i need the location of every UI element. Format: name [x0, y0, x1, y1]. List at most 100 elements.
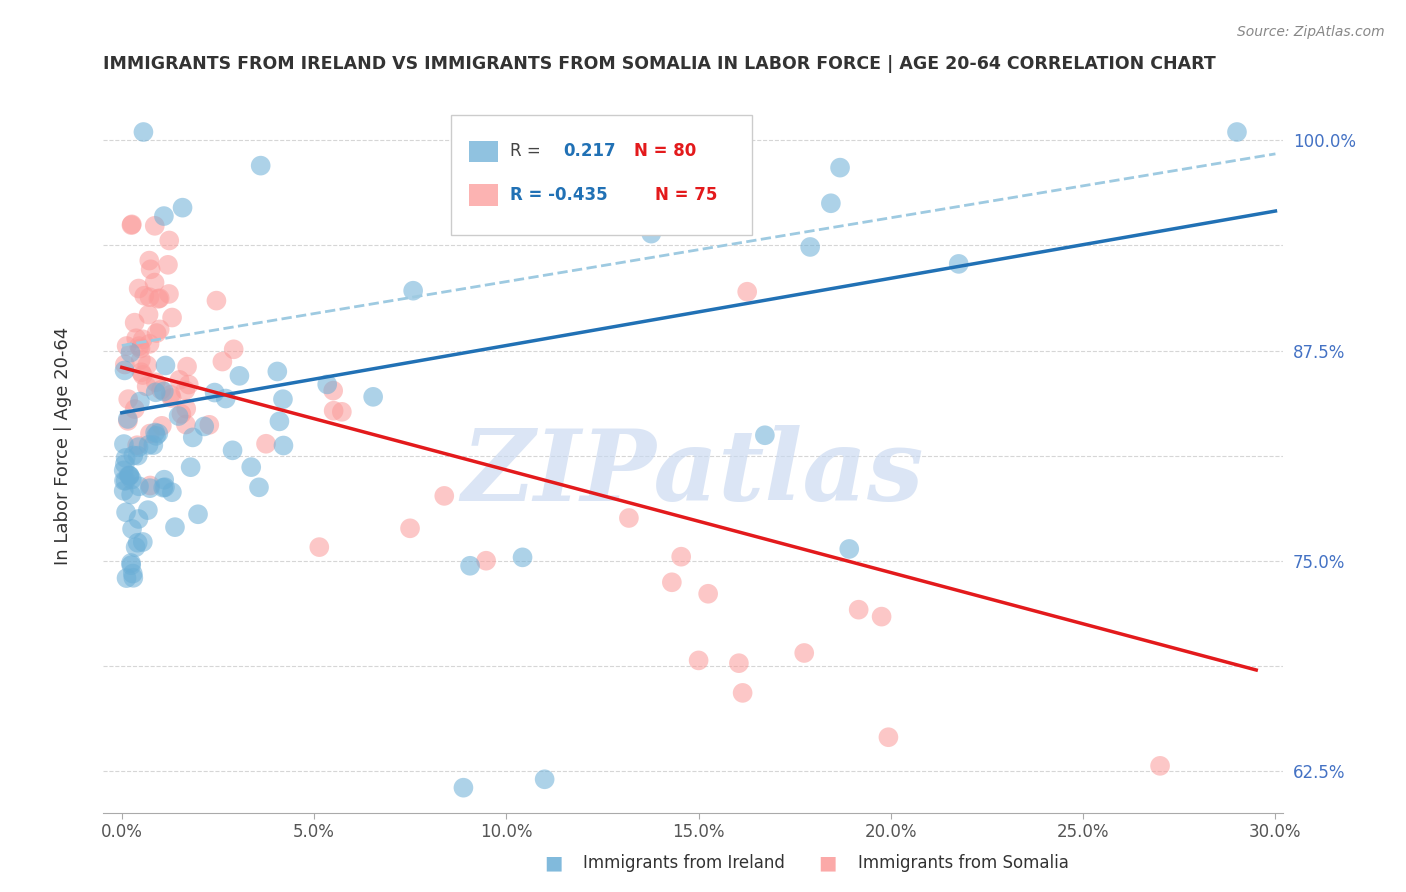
Point — [205, 293, 228, 308]
Point — [247, 480, 270, 494]
Point — [533, 772, 555, 787]
Point — [153, 209, 176, 223]
Point — [453, 780, 475, 795]
Point — [127, 449, 149, 463]
Point — [221, 443, 243, 458]
Point — [124, 316, 146, 330]
Point — [129, 342, 152, 356]
Point — [145, 326, 167, 340]
Point — [120, 218, 142, 232]
Point — [877, 730, 900, 744]
Point — [948, 257, 970, 271]
Point — [167, 409, 190, 423]
Point — [266, 364, 288, 378]
Point — [211, 354, 233, 368]
Point — [160, 310, 183, 325]
Point — [152, 481, 174, 495]
Point — [793, 646, 815, 660]
Point — [120, 487, 142, 501]
Point — [121, 218, 143, 232]
Point — [120, 556, 142, 570]
Point — [120, 558, 142, 573]
Point — [316, 377, 339, 392]
Point — [271, 392, 294, 407]
Point — [399, 521, 422, 535]
Text: In Labor Force | Age 20-64: In Labor Force | Age 20-64 — [55, 326, 72, 566]
Point — [138, 253, 160, 268]
Point — [156, 258, 179, 272]
Point — [129, 394, 152, 409]
Point — [142, 438, 165, 452]
Point — [180, 460, 202, 475]
Point — [139, 478, 162, 492]
Point — [731, 686, 754, 700]
Point — [143, 425, 166, 440]
Point — [361, 390, 384, 404]
Point — [157, 234, 180, 248]
Point — [143, 219, 166, 233]
Point — [114, 457, 136, 471]
Point — [1149, 759, 1171, 773]
Point — [475, 554, 498, 568]
Point — [112, 437, 135, 451]
Point — [174, 417, 197, 432]
Point — [124, 402, 146, 417]
Point — [143, 276, 166, 290]
Point — [153, 480, 176, 494]
Point — [117, 412, 139, 426]
Point — [163, 520, 186, 534]
Point — [135, 379, 157, 393]
Point — [160, 391, 183, 405]
Point — [198, 417, 221, 432]
Point — [127, 438, 149, 452]
Point — [222, 343, 245, 357]
Point — [118, 468, 141, 483]
Point — [132, 332, 155, 346]
Point — [138, 438, 160, 452]
Point — [124, 540, 146, 554]
Point — [249, 159, 271, 173]
Point — [153, 384, 176, 399]
Point — [118, 468, 141, 483]
Point — [728, 656, 751, 670]
Point — [117, 392, 139, 406]
Point — [169, 373, 191, 387]
Point — [145, 385, 167, 400]
Text: Source: ZipAtlas.com: Source: ZipAtlas.com — [1237, 25, 1385, 39]
Point — [139, 426, 162, 441]
Point — [820, 196, 842, 211]
Point — [148, 292, 170, 306]
Point — [155, 359, 177, 373]
Point — [553, 856, 575, 871]
Text: Immigrants from Somalia: Immigrants from Somalia — [858, 855, 1069, 872]
Text: 0.217: 0.217 — [562, 143, 616, 161]
Point — [697, 587, 720, 601]
Point — [114, 474, 136, 488]
Point — [215, 392, 238, 406]
Point — [138, 290, 160, 304]
Point — [121, 522, 143, 536]
Text: ■: ■ — [818, 854, 837, 872]
Point — [118, 468, 141, 483]
Point — [157, 287, 180, 301]
Text: Immigrants from Ireland: Immigrants from Ireland — [583, 855, 786, 872]
Point — [193, 419, 215, 434]
Point — [115, 571, 138, 585]
Point — [149, 291, 172, 305]
Point — [402, 284, 425, 298]
Point — [145, 376, 167, 390]
Point — [132, 125, 155, 139]
Point — [128, 512, 150, 526]
Text: R =: R = — [510, 143, 540, 161]
Point — [240, 460, 263, 475]
Point — [128, 479, 150, 493]
Point — [176, 359, 198, 374]
Point — [128, 281, 150, 295]
Point — [838, 541, 860, 556]
Point — [617, 511, 640, 525]
Point — [149, 322, 172, 336]
Point — [134, 289, 156, 303]
Point — [308, 540, 330, 554]
Point — [828, 161, 851, 175]
Point — [174, 401, 197, 416]
